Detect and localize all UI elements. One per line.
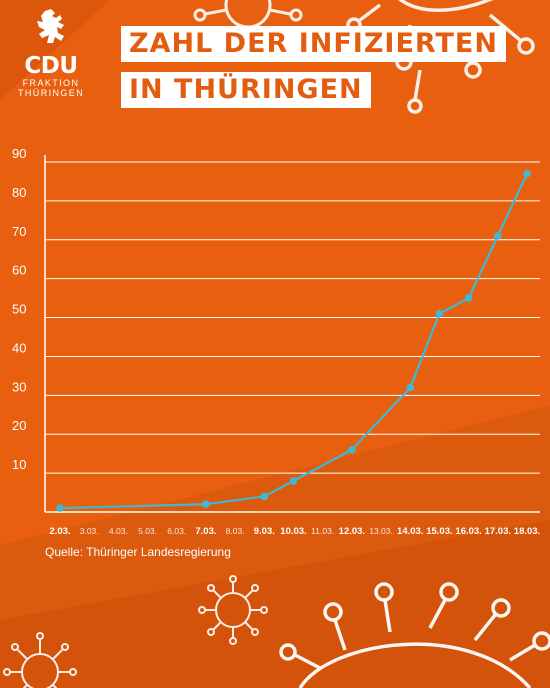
x-tick-labels: 2.03. 3.03. 4.03. 5.03. 6.03. 7.03. 8.03. 9.03.… xyxy=(49,526,540,537)
logo-line2: THÜRINGEN xyxy=(18,88,85,98)
x-tick-label: 4.03. xyxy=(109,526,128,536)
x-tick-label: 16.03. xyxy=(455,526,481,537)
y-tick-label: 40 xyxy=(12,340,26,355)
x-tick-label: 18.03. xyxy=(514,526,540,537)
x-tick-label: 7.03. xyxy=(195,526,216,537)
x-tick-label: 17.03. xyxy=(485,526,511,537)
y-tick-label: 60 xyxy=(12,263,26,278)
x-tick-label: 12.03. xyxy=(339,526,365,537)
data-point xyxy=(464,294,473,302)
data-point xyxy=(435,309,444,318)
x-tick-label: 14.03. xyxy=(397,526,423,537)
title-line-2: IN THÜRINGEN xyxy=(121,72,371,108)
source-note: Quelle: Thüringer Landesregierung xyxy=(45,545,231,559)
title-line-1: ZAHL DER INFIZIERTEN xyxy=(121,26,506,62)
gridlines xyxy=(45,161,540,474)
cdu-logo: CDU FRAKTION THÜRINGEN xyxy=(18,8,84,98)
corner-shade xyxy=(0,0,110,100)
x-tick-label: 13.03. xyxy=(369,526,393,536)
lion-icon xyxy=(37,9,64,43)
x-tick-label: 11.03. xyxy=(311,526,334,536)
series-line xyxy=(59,173,528,510)
y-tick-label: 80 xyxy=(12,185,26,200)
logo-name: CDU xyxy=(24,53,78,79)
virus-icon xyxy=(3,632,77,688)
data-point xyxy=(494,232,502,240)
x-tick-label: 3.03. xyxy=(80,526,99,536)
x-tick-label: 10.03. xyxy=(280,526,306,537)
virus-icon xyxy=(198,575,268,645)
x-tick-label: 8.03. xyxy=(226,526,245,536)
x-tick-label: 5.03. xyxy=(138,526,157,536)
y-tick-label: 30 xyxy=(12,379,26,394)
diagonal-band-dark xyxy=(0,520,550,688)
data-point xyxy=(348,445,356,454)
data-point xyxy=(260,492,269,501)
virus-icon xyxy=(279,582,550,688)
series-line xyxy=(59,173,528,510)
data-point xyxy=(56,504,64,512)
data-point xyxy=(523,169,531,178)
x-tick-label: 2.03. xyxy=(49,526,70,537)
data-point xyxy=(202,500,210,509)
y-tick-labels: 10 20 30 40 50 60 70 80 90 xyxy=(12,146,26,472)
y-tick-label: 90 xyxy=(12,146,26,161)
series-points xyxy=(56,169,531,512)
y-tick-label: 10 xyxy=(12,457,26,472)
x-tick-label: 9.03. xyxy=(254,526,275,537)
y-tick-label: 20 xyxy=(12,418,26,433)
data-point xyxy=(289,477,298,485)
y-tick-label: 70 xyxy=(12,224,26,239)
axes xyxy=(44,155,540,513)
x-tick-label: 15.03. xyxy=(426,526,452,537)
logo-line1: FRAKTION xyxy=(22,78,80,88)
x-tick-label: 6.03. xyxy=(167,526,186,536)
y-tick-label: 50 xyxy=(12,302,26,317)
data-point xyxy=(406,383,415,392)
